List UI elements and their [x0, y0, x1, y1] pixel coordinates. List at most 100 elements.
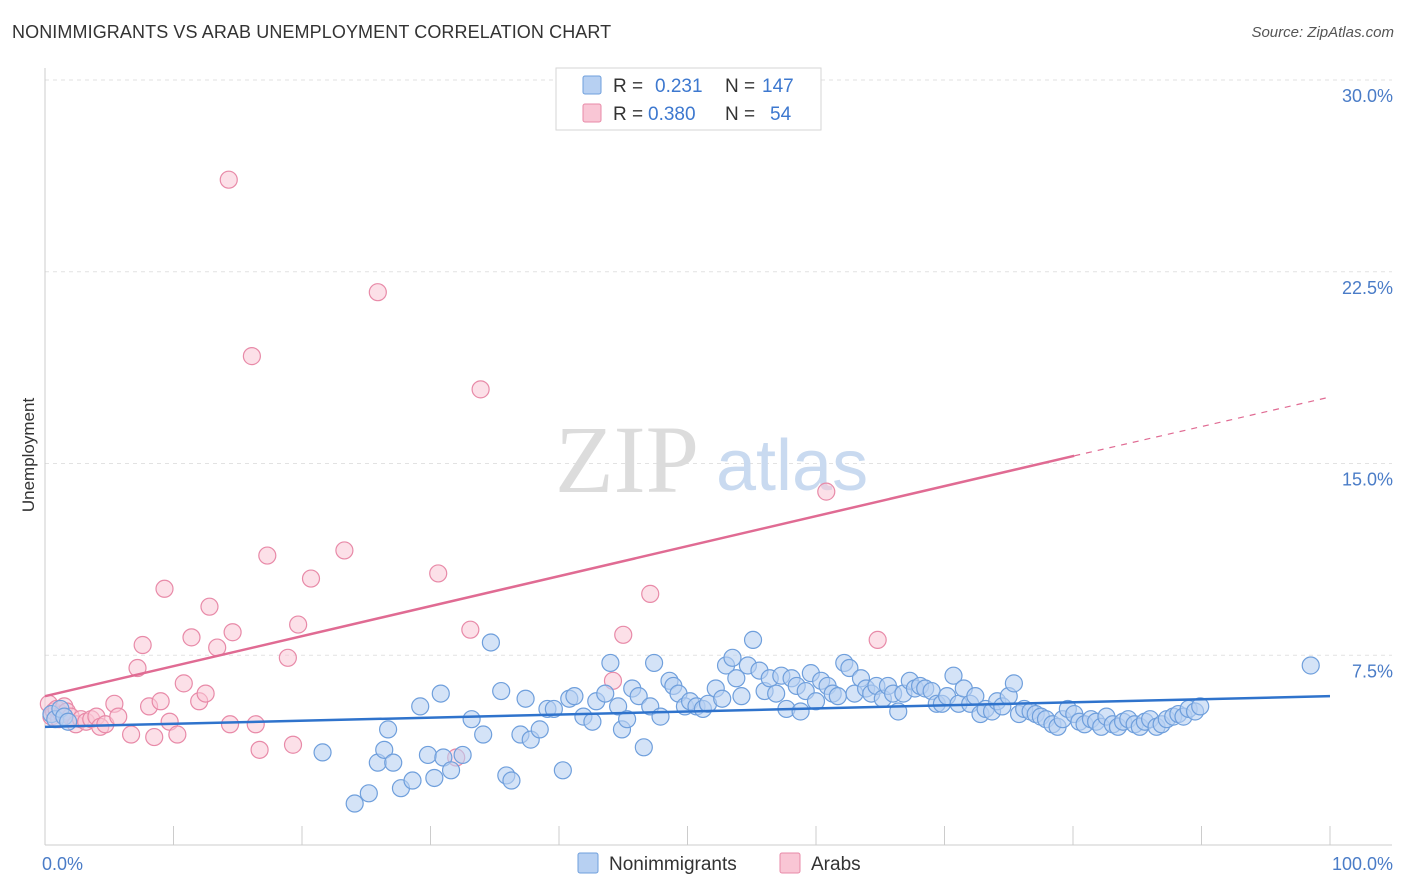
nonimmigrants-point: [732, 687, 751, 706]
legend-swatch-arabs: [582, 103, 602, 123]
nonimmigrants-point: [492, 681, 511, 701]
nonimmigrants-point: [651, 707, 670, 726]
arabs-point: [258, 546, 277, 565]
arabs-point: [145, 727, 164, 747]
nonimmigrants-point: [723, 648, 742, 667]
nonimmigrants-point: [411, 697, 430, 716]
arabs-point: [242, 347, 261, 366]
x-tick-label-max: 100.0%: [1332, 854, 1393, 874]
bottom-legend-arabs: Arabs: [811, 854, 861, 875]
arabs-point: [461, 620, 480, 639]
y-axis-title: Unemployment: [19, 398, 38, 513]
nonimmigrants-point: [1004, 674, 1023, 693]
nonimmigrants-point: [618, 710, 637, 729]
nonimmigrants-point: [727, 669, 746, 688]
arabs-point: [155, 579, 174, 598]
bottom-legend-nonimmigrants: Nonimmigrants: [609, 854, 737, 875]
legend-n-value-2: 54: [770, 104, 792, 125]
nonimmigrants-point: [474, 725, 493, 744]
nonimmigrants-point: [806, 692, 826, 711]
legend-r-label-1: R =: [613, 76, 643, 97]
arabs-point: [246, 715, 265, 734]
y-tick-label: 30.0%: [1342, 86, 1393, 106]
nonimmigrants-point: [481, 633, 500, 652]
nonimmigrants-point: [516, 689, 535, 708]
legend-r-value-2: 0.380: [648, 104, 696, 125]
arabs-point: [278, 648, 297, 667]
bottom-legend: Nonimmigrants Arabs: [577, 852, 861, 875]
arabs-point: [200, 597, 219, 616]
nonimmigrants-point: [713, 689, 732, 708]
arabs-trend-extension: [1074, 396, 1331, 457]
legend-swatch-nonimmigrants: [582, 75, 602, 95]
y-tick-labels: 7.5% 15.0% 22.5% 30.0%: [1342, 86, 1393, 681]
y-tick-label: 22.5%: [1342, 278, 1393, 298]
nonimmigrants-point: [609, 697, 628, 716]
arabs-point: [223, 623, 242, 642]
nonimmigrants-point: [453, 745, 472, 765]
nonimmigrants-point: [530, 720, 549, 739]
nonimmigrants-point: [418, 745, 438, 765]
nonimmigrants-trend-line: [44, 694, 1331, 729]
bottom-legend-swatch-nonimmigrants: [577, 852, 599, 874]
nonimmigrants-series: [42, 630, 1320, 813]
y-tick-label: 7.5%: [1352, 661, 1393, 681]
nonimmigrants-point: [313, 743, 332, 762]
watermark-atlas: atlas: [716, 426, 868, 506]
nonimmigrants-point: [565, 687, 584, 706]
nonimmigrants-point: [403, 771, 422, 790]
nonimmigrants-point: [502, 771, 521, 790]
legend-n-value-1: 147: [762, 76, 794, 97]
arabs-point: [168, 725, 187, 744]
nonimmigrants-point: [828, 687, 847, 706]
arabs-point: [182, 628, 201, 647]
nonimmigrants-point: [1301, 656, 1320, 675]
nonimmigrants-point: [425, 768, 444, 788]
nonimmigrants-point: [634, 738, 653, 757]
nonimmigrants-point: [644, 653, 664, 673]
nonimmigrants-point: [431, 684, 450, 703]
chart-title: NONIMMIGRANTS VS ARAB UNEMPLOYMENT CORRE…: [12, 22, 612, 42]
arabs-point: [196, 684, 215, 703]
nonimmigrants-point: [743, 630, 763, 650]
arabs-point: [301, 569, 321, 588]
arabs-point: [283, 735, 303, 754]
nonimmigrants-point: [462, 710, 481, 729]
arabs-point: [471, 380, 490, 399]
arabs-point: [289, 615, 308, 634]
arabs-point: [174, 674, 193, 693]
arabs-trend-line: [44, 454, 1075, 698]
arabs-point: [868, 630, 887, 650]
nonimmigrants-point: [791, 702, 810, 721]
arabs-point: [335, 541, 354, 560]
nonimmigrants-point: [596, 684, 615, 703]
arabs-point: [614, 625, 633, 644]
nonimmigrants-point: [441, 761, 461, 780]
legend-n-label-2: N =: [725, 104, 755, 125]
y-tick-label: 15.0%: [1342, 470, 1393, 490]
grid-lines: [45, 79, 1392, 656]
axes: [44, 68, 1392, 846]
nonimmigrants-point: [767, 684, 786, 703]
bottom-legend-swatch-arabs: [779, 852, 801, 874]
nonimmigrants-point: [601, 653, 620, 673]
nonimmigrants-point: [375, 740, 394, 759]
arabs-point: [219, 170, 238, 189]
nonimmigrants-point: [544, 699, 563, 719]
watermark-zip: ZIP: [555, 406, 699, 513]
legend-n-label-1: N =: [725, 76, 755, 97]
top-legend: R = 0.231 N = 147 R = 0.380 N = 54: [555, 67, 822, 131]
arabs-point: [250, 740, 269, 759]
nonimmigrants-point: [378, 720, 398, 739]
arabs-point: [109, 707, 128, 726]
nonimmigrants-point: [359, 784, 378, 803]
nonimmigrants-point: [345, 794, 364, 813]
trend-lines: [44, 396, 1331, 729]
nonimmigrants-point: [944, 666, 963, 685]
nonimmigrants-point: [553, 761, 572, 780]
x-tick-label-min: 0.0%: [42, 854, 83, 874]
legend-r-value-1: 0.231: [655, 76, 703, 97]
legend-r-label-2: R =: [613, 104, 643, 125]
nonimmigrants-point: [583, 712, 602, 731]
